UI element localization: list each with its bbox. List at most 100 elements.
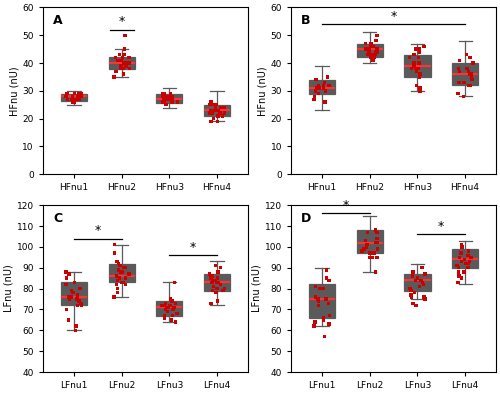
Point — [214, 298, 222, 304]
Point — [158, 99, 166, 105]
Point — [172, 319, 179, 325]
Point — [118, 279, 126, 286]
Point — [466, 258, 473, 265]
Point — [120, 265, 128, 271]
Point — [214, 113, 222, 119]
Point — [322, 275, 330, 281]
Point — [218, 113, 226, 119]
Point — [121, 265, 129, 271]
Point — [212, 262, 220, 269]
Point — [161, 312, 169, 319]
Point — [319, 286, 327, 292]
Point — [117, 57, 125, 63]
Point — [455, 273, 463, 279]
Point — [122, 63, 130, 69]
Point — [372, 227, 380, 233]
Point — [116, 65, 124, 72]
Point — [372, 240, 380, 246]
Point — [206, 107, 214, 113]
Point — [210, 283, 218, 290]
Text: B: B — [302, 14, 311, 27]
Point — [408, 288, 416, 294]
Point — [167, 296, 175, 302]
Point — [163, 93, 171, 100]
Point — [360, 246, 368, 252]
Point — [372, 37, 380, 44]
Point — [76, 93, 84, 100]
Point — [124, 271, 132, 277]
Point — [367, 52, 375, 58]
Point — [213, 286, 221, 292]
Point — [320, 317, 328, 323]
Point — [373, 235, 381, 242]
Point — [467, 71, 475, 77]
Point — [416, 88, 424, 94]
Point — [322, 88, 330, 94]
Point — [310, 93, 318, 100]
Point — [370, 52, 378, 58]
Text: A: A — [53, 14, 63, 27]
Point — [172, 310, 180, 317]
PathPatch shape — [156, 301, 182, 316]
Point — [110, 242, 118, 248]
Point — [206, 271, 214, 277]
Point — [160, 99, 168, 105]
Point — [221, 110, 229, 116]
Point — [116, 269, 124, 275]
Point — [314, 298, 322, 304]
Point — [358, 248, 366, 254]
Point — [468, 76, 476, 83]
Point — [315, 85, 323, 91]
Point — [209, 277, 217, 283]
Point — [373, 229, 381, 236]
Point — [412, 277, 420, 283]
Point — [74, 302, 82, 309]
Point — [468, 74, 475, 80]
Y-axis label: LFnu (nU): LFnu (nU) — [4, 265, 14, 312]
Point — [312, 88, 320, 94]
Point — [78, 91, 86, 97]
Y-axis label: HFnu (nU): HFnu (nU) — [10, 66, 20, 116]
Point — [373, 46, 381, 52]
Point — [73, 296, 81, 302]
Point — [456, 254, 464, 260]
Point — [70, 99, 78, 105]
Text: *: * — [190, 241, 196, 254]
Point — [464, 260, 472, 267]
Point — [62, 275, 70, 281]
Point — [206, 110, 214, 116]
Y-axis label: HFnu (nU): HFnu (nU) — [258, 66, 268, 116]
Point — [408, 294, 416, 300]
Point — [362, 46, 370, 52]
Point — [69, 290, 77, 296]
Point — [118, 65, 126, 72]
Point — [215, 107, 223, 113]
Point — [165, 93, 173, 100]
Point — [372, 269, 380, 275]
Point — [168, 99, 176, 105]
PathPatch shape — [356, 44, 383, 58]
Point — [412, 68, 420, 74]
Point — [312, 294, 320, 300]
Point — [454, 91, 462, 97]
Point — [320, 315, 328, 321]
Point — [460, 93, 468, 100]
Point — [314, 296, 322, 302]
Point — [112, 281, 120, 288]
Point — [325, 277, 333, 283]
Point — [62, 306, 70, 312]
Point — [325, 82, 333, 88]
Point — [312, 76, 320, 83]
Point — [314, 302, 322, 309]
Point — [162, 102, 170, 108]
Point — [120, 46, 128, 52]
Point — [314, 91, 322, 97]
Point — [72, 96, 80, 102]
Point — [118, 269, 126, 275]
Point — [114, 57, 122, 63]
Point — [112, 273, 120, 279]
Point — [119, 54, 127, 61]
Point — [62, 93, 70, 100]
PathPatch shape — [452, 63, 478, 85]
Point — [469, 60, 477, 66]
